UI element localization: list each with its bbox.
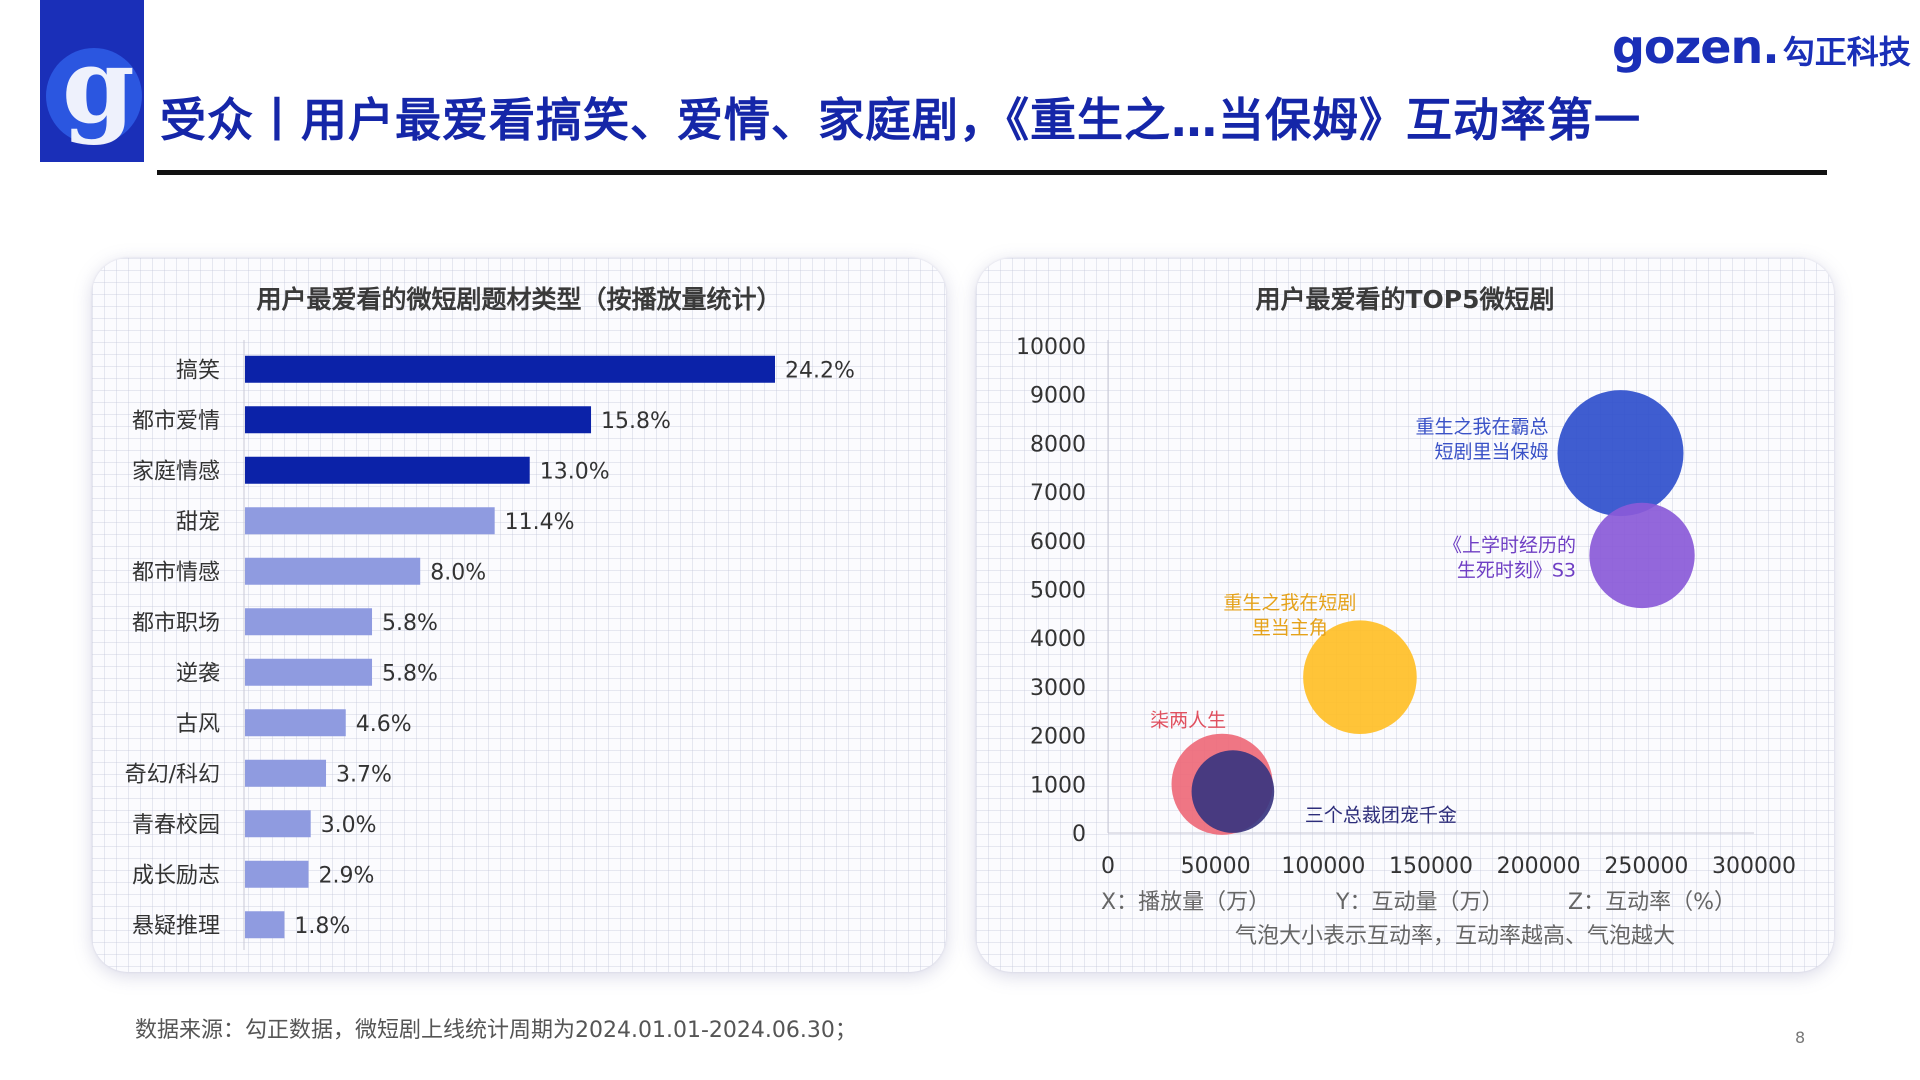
axis-note: Z：互动率（%） <box>1568 890 1736 915</box>
bubble-label: 生死时刻》S3 <box>1457 559 1576 581</box>
bubble-label: 重生之我在短剧 <box>1223 592 1356 614</box>
bar-value-label: 13.0% <box>540 459 610 484</box>
y-tick-label: 8000 <box>1030 432 1086 457</box>
logo-letter: g <box>62 24 135 147</box>
brand-name-en: gozen. <box>1612 20 1780 74</box>
x-tick-label: 250000 <box>1604 854 1688 879</box>
bar-category-label: 逆袭 <box>176 661 220 686</box>
bar <box>245 658 373 686</box>
x-tick-label: 100000 <box>1281 854 1365 879</box>
title-divider <box>157 170 1827 175</box>
page-title: 受众丨用户最爱看搞笑、爱情、家庭剧，《重生之…当保姆》互动率第一 <box>160 93 1641 147</box>
x-tick-label: 150000 <box>1389 854 1473 879</box>
bar-value-label: 8.0% <box>430 560 486 585</box>
bar <box>245 810 311 838</box>
bubble-label: 短剧里当保姆 <box>1434 441 1548 463</box>
genre-chart-panel: 用户最爱看的微短剧题材类型（按播放量统计） 搞笑 24.2% 都市爱情 15.8% 家庭… <box>92 258 946 972</box>
axis-note: X：播放量（万） <box>1101 890 1270 915</box>
bar-value-label: 3.7% <box>336 762 392 787</box>
bar-value-label: 3.0% <box>321 813 377 838</box>
bubble <box>1557 390 1684 517</box>
y-tick-label: 10000 <box>1016 335 1086 360</box>
bar-value-label: 11.4% <box>505 510 575 535</box>
bar-category-label: 都市爱情 <box>132 409 220 434</box>
data-source-note: 数据来源：勾正数据，微短剧上线统计周期为2024.01.01-2024.06.3… <box>135 1018 857 1043</box>
bar <box>245 709 346 737</box>
top5-bubble-chart: 0 1000 2000 3000 4000 5000 6000 7000 8000 9000 100… <box>1016 335 1796 949</box>
bar-category-label: 家庭情感 <box>132 459 220 484</box>
bubble-label: 重生之我在霸总 <box>1415 416 1548 438</box>
bar-category-label: 奇幻/科幻 <box>125 762 220 787</box>
x-tick-label: 300000 <box>1712 854 1796 879</box>
x-tick-label: 200000 <box>1497 854 1581 879</box>
genre-bar-chart: 搞笑 24.2% 都市爱情 15.8% 家庭情感 13.0% 甜宠 11.4% 都市情感 8.0%… <box>125 340 855 950</box>
bar <box>245 860 309 888</box>
bar <box>245 355 775 383</box>
bar <box>245 911 285 939</box>
bar-category-label: 甜宠 <box>176 510 220 535</box>
bubble-label: 柒两人生 <box>1150 709 1226 731</box>
bar-category-label: 都市职场 <box>132 611 220 636</box>
bar-value-label: 1.8% <box>294 914 350 939</box>
bar <box>245 759 327 787</box>
bar-category-label: 成长励志 <box>132 863 220 888</box>
y-tick-label: 4000 <box>1030 627 1086 652</box>
y-tick-label: 9000 <box>1030 384 1086 409</box>
y-tick-label: 0 <box>1072 822 1086 847</box>
page-number: 8 <box>1795 1028 1806 1047</box>
bubble <box>1303 620 1417 734</box>
bar-category-label: 搞笑 <box>176 358 220 383</box>
y-tick-label: 5000 <box>1030 579 1086 604</box>
bar-category-label: 青春校园 <box>132 813 220 838</box>
brand-name-cn: 勾正科技 <box>1782 33 1911 71</box>
bar <box>245 557 421 585</box>
brand-logo-block: g <box>40 0 144 162</box>
bubble <box>1191 750 1275 833</box>
bar <box>245 456 530 484</box>
y-tick-label: 6000 <box>1030 530 1086 555</box>
x-tick-label: 50000 <box>1181 854 1251 879</box>
bar <box>245 406 592 434</box>
bar-value-label: 15.8% <box>601 409 671 434</box>
bar <box>245 608 373 636</box>
bubble-size-note: 气泡大小表示互动率，互动率越高、气泡越大 <box>1235 924 1675 949</box>
bar <box>245 507 495 535</box>
bubble-label: 三个总裁团宠千金 <box>1305 805 1457 827</box>
bubble-label: 里当主角 <box>1252 617 1328 639</box>
axis-note: Y：互动量（万） <box>1335 890 1503 915</box>
y-tick-label: 3000 <box>1030 676 1086 701</box>
bar-value-label: 2.9% <box>319 863 375 888</box>
bar-value-label: 4.6% <box>356 712 412 737</box>
bar-category-label: 都市情感 <box>132 560 220 585</box>
bar-category-label: 悬疑推理 <box>132 914 220 939</box>
bar-value-label: 24.2% <box>785 358 855 383</box>
bar-value-label: 5.8% <box>382 661 438 686</box>
bar-category-label: 古风 <box>176 712 220 737</box>
top5-chart-title: 用户最爱看的TOP5微短剧 <box>1255 285 1555 314</box>
y-tick-label: 2000 <box>1030 725 1086 750</box>
y-tick-label: 1000 <box>1030 773 1086 798</box>
bubble <box>1589 502 1695 609</box>
y-tick-label: 7000 <box>1030 481 1086 506</box>
logo-circle <box>46 48 142 144</box>
genre-chart-title: 用户最爱看的微短剧题材类型（按播放量统计） <box>256 285 782 314</box>
bar-value-label: 5.8% <box>382 611 438 636</box>
bubble-label: 《上学时经历的 <box>1443 534 1576 556</box>
brand-logo: gozen. 勾正科技 <box>1612 20 1912 84</box>
top5-chart-panel: 用户最爱看的TOP5微短剧 0 1000 2000 3000 4000 5000 6000 7… <box>976 258 1834 972</box>
x-tick-label: 0 <box>1101 854 1115 879</box>
